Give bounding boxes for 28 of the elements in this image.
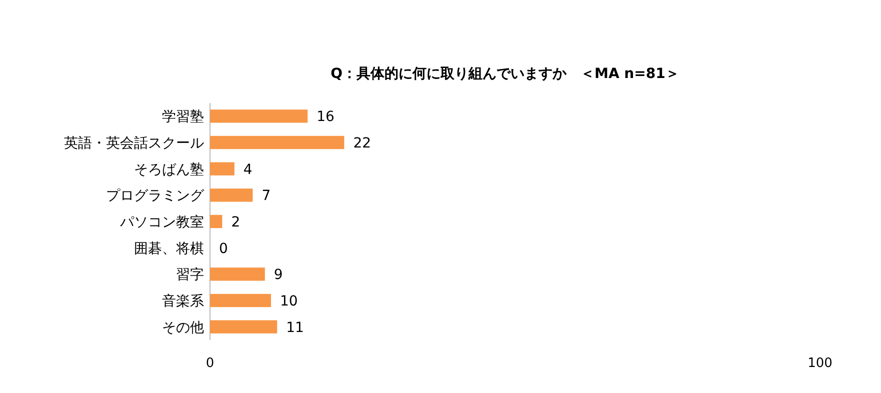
- bar: [210, 214, 222, 228]
- bar: [210, 268, 265, 281]
- data-label: 0: [219, 240, 228, 257]
- y-tick-label: 習字: [176, 267, 204, 284]
- y-tick-label: その他: [162, 320, 204, 336]
- data-label: 16: [316, 109, 335, 126]
- data-label: 10: [280, 294, 298, 310]
- y-tick-label: パソコン教室: [119, 214, 204, 230]
- data-label: 7: [262, 188, 271, 204]
- data-label: 11: [286, 320, 304, 336]
- chart-title: Q：具体的に何に取り組んでいますか ＜MA n=81＞: [330, 66, 680, 82]
- y-tick-label: 学習塾: [162, 109, 204, 126]
- bar: [210, 162, 234, 176]
- bar: [210, 294, 271, 308]
- bar: [210, 188, 253, 202]
- data-label: 4: [243, 162, 252, 178]
- bar: [210, 320, 278, 334]
- y-tick-label: プログラミング: [106, 188, 205, 204]
- bar: [210, 136, 344, 150]
- y-tick-label: そろばん塾: [134, 162, 204, 178]
- x-tick-label: 100: [808, 356, 832, 371]
- data-label: 22: [353, 136, 372, 152]
- data-label: 9: [274, 267, 283, 284]
- bar: [210, 110, 308, 123]
- y-tick-label: 英語・英会話スクール: [64, 136, 204, 152]
- data-label: 2: [231, 214, 240, 230]
- y-tick-label: 囲碁、将棋: [134, 240, 204, 257]
- y-tick-label: 音楽系: [162, 294, 204, 310]
